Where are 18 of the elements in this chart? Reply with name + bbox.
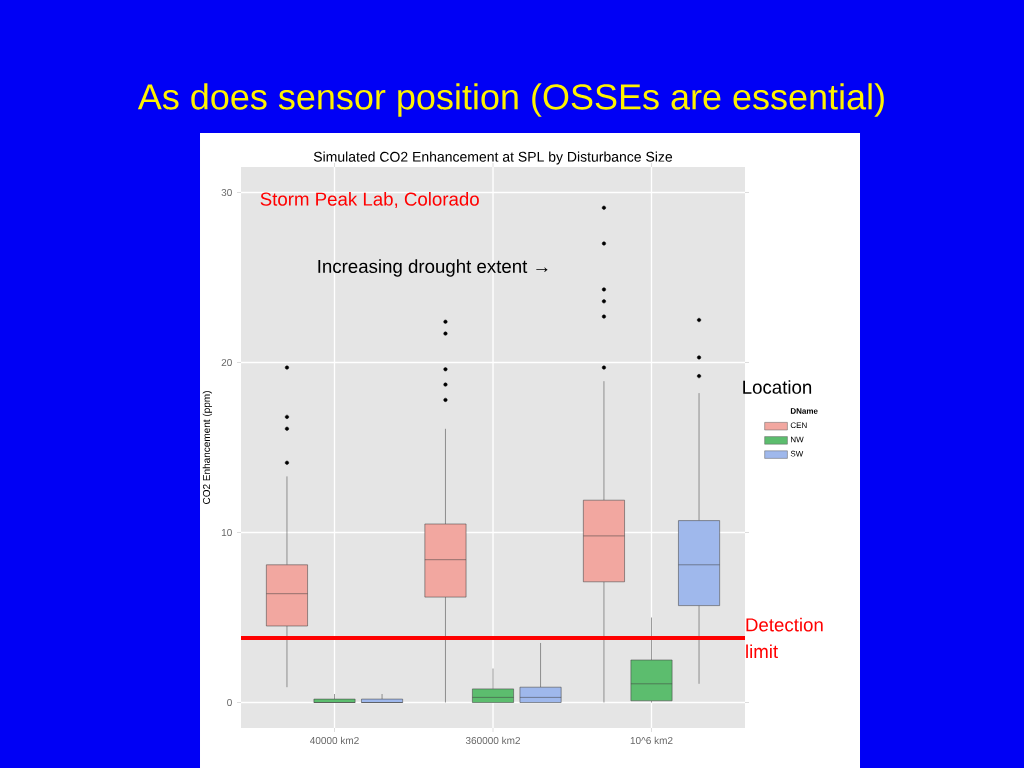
x-tick-label: 10^6 km2 xyxy=(630,736,673,745)
chart-title: As does sensor position (OSSEs are essential) xyxy=(137,83,884,117)
legend-label: CEN xyxy=(790,422,807,429)
legend-title: DName xyxy=(790,408,818,414)
y-axis-title: CO2 Enhancement (ppm) xyxy=(202,391,213,504)
annotation: Increasing drought extent → xyxy=(318,259,548,277)
y-tick-label: 10 xyxy=(221,528,232,537)
legend-label: SW xyxy=(790,450,804,457)
chart-subtitle: Simulated CO2 Enhancement at SPL by Disturbance Size xyxy=(313,151,673,165)
x-tick-label: 360000 km2 xyxy=(465,736,521,745)
y-tick-label: 30 xyxy=(221,188,232,197)
annotation: Location xyxy=(743,380,812,394)
y-tick-label: 0 xyxy=(227,698,232,707)
x-tick-label: 40000 km2 xyxy=(310,736,359,745)
ref-line-label: Detection limit xyxy=(746,617,823,659)
annotation: Storm Peak Lab, Colorado xyxy=(260,192,479,208)
legend-label: NW xyxy=(791,436,804,443)
y-tick-label: 20 xyxy=(221,358,232,367)
